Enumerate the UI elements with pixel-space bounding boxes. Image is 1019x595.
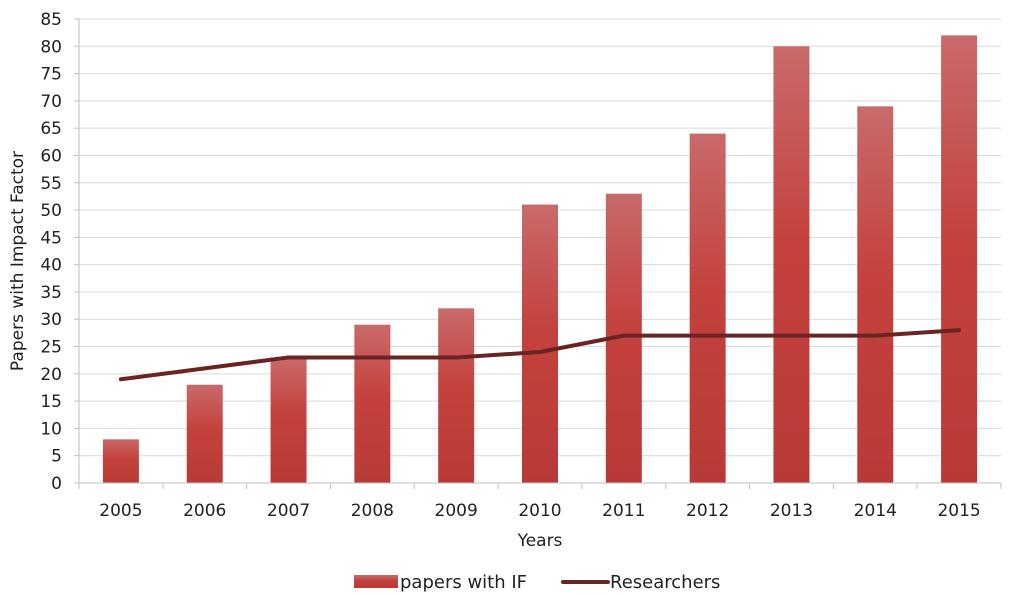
y-tick-label: 10 <box>40 419 62 439</box>
bar <box>522 204 558 483</box>
x-tick-label: 2006 <box>183 501 226 521</box>
x-tick-label: 2008 <box>351 501 394 521</box>
x-tick-label: 2011 <box>602 501 645 521</box>
bar <box>354 324 391 483</box>
y-tick-label: 75 <box>40 65 62 85</box>
x-axis-title: Years <box>517 531 563 551</box>
x-tick-label: 2014 <box>854 501 897 521</box>
bar <box>438 308 475 483</box>
x-tick-label: 2013 <box>770 501 813 521</box>
x-tick-label: 2012 <box>686 501 729 521</box>
y-tick-label: 70 <box>40 92 62 112</box>
x-tick-label: 2005 <box>99 501 142 521</box>
y-tick-label: 0 <box>51 474 62 494</box>
axes: 0 5 10 15 20 25 30 35 40 45 50 55 60 65 70 75 80 85 2005 20… <box>40 10 1002 521</box>
y-tick-label: 65 <box>40 119 62 139</box>
bar <box>186 384 223 483</box>
y-tick-label: 30 <box>40 310 62 330</box>
legend: papers with IF Researchers <box>354 572 720 593</box>
legend-swatch-bar <box>354 575 398 588</box>
x-tick-label: 2015 <box>937 501 980 521</box>
y-tick-label: 55 <box>40 174 62 194</box>
line-series <box>118 328 962 382</box>
legend-label-bar: papers with IF <box>400 572 527 593</box>
x-tick-label: 2010 <box>518 501 561 521</box>
bar <box>941 35 978 484</box>
y-tick-label: 80 <box>40 37 62 57</box>
y-tick-label: 85 <box>40 10 62 30</box>
y-tick-label: 15 <box>40 392 62 412</box>
y-tick-label: 5 <box>51 447 62 467</box>
y-tick-label: 40 <box>40 256 62 276</box>
x-tick-label: 2009 <box>435 501 478 521</box>
bar <box>102 439 139 483</box>
y-tick-label: 60 <box>40 146 62 166</box>
legend-label-line: Researchers <box>610 572 720 593</box>
y-tick-label: 35 <box>40 283 62 303</box>
y-tick-label: 50 <box>40 201 62 221</box>
line-series-path <box>118 328 962 382</box>
y-tick-label: 45 <box>40 228 62 248</box>
y-axis-title: Papers with Impact Factor <box>8 151 28 371</box>
bar <box>689 133 726 483</box>
y-tick-label: 20 <box>40 365 62 385</box>
bar <box>857 106 894 483</box>
y-tick-label: 25 <box>40 338 62 358</box>
x-tick-label: 2007 <box>267 501 310 521</box>
bar <box>270 357 307 483</box>
bar-series <box>102 35 978 484</box>
bar <box>773 46 810 483</box>
